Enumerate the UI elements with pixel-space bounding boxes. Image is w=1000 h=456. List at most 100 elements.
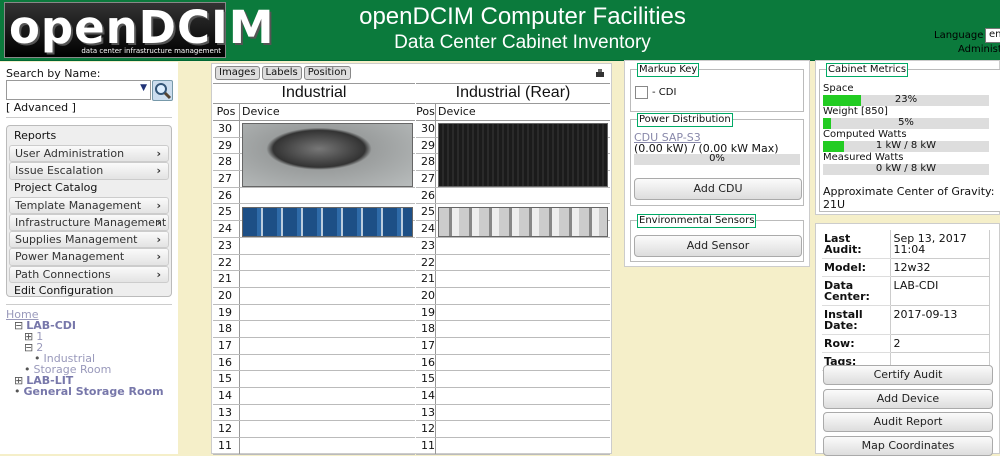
tree-link[interactable]: LAB-LIT bbox=[26, 374, 74, 387]
rack-row: 13 bbox=[213, 404, 415, 422]
rack-row: 14 bbox=[213, 388, 415, 405]
metrics-panel: Cabinet Metrics Space 23% Weight [850] 5% Co… bbox=[815, 60, 1000, 215]
divider bbox=[6, 304, 172, 305]
device-header: Device bbox=[242, 105, 280, 118]
audit-row: Install Date: 2017-09-13 bbox=[822, 305, 990, 335]
tree-icon: ⊟ bbox=[14, 319, 24, 332]
device-image[interactable] bbox=[438, 123, 608, 187]
rack-row: 12 bbox=[213, 421, 415, 439]
rack-row: 17 bbox=[416, 337, 610, 355]
tree-link[interactable]: Storage Room bbox=[33, 363, 112, 376]
center-of-gravity: Approximate Center of Gravity: 21U bbox=[823, 185, 995, 211]
cabinet-view: Industrial Pos Device 30 29 28 27 26 25 24 23 22 21 2… bbox=[213, 83, 415, 455]
tree-icon: ⊞ bbox=[24, 330, 34, 343]
rack-position: 30 bbox=[416, 121, 436, 137]
metric-bar: 23% bbox=[823, 94, 989, 106]
rack-row: 23 bbox=[416, 237, 610, 255]
tree-link[interactable]: LAB-CDI bbox=[26, 319, 76, 332]
rack-row: 14 bbox=[416, 388, 610, 405]
menu-item[interactable]: Supplies Management › bbox=[9, 231, 169, 249]
tree-row: • Industrial bbox=[6, 353, 164, 364]
device-image[interactable] bbox=[242, 206, 413, 237]
tree-link[interactable]: Industrial bbox=[43, 352, 96, 365]
checkbox[interactable] bbox=[635, 86, 648, 99]
audit-panel: Last Audit: Sep 13, 2017 11:04 Model: 12w32… bbox=[815, 223, 1000, 456]
info-column: Markup Key - CDI Power Distribution CDU … bbox=[624, 60, 810, 267]
menu-item[interactable]: Power Management › bbox=[9, 248, 169, 266]
search-label: Search by Name: bbox=[6, 67, 101, 80]
menu-item[interactable]: Issue Escalation › bbox=[9, 162, 169, 180]
rack-position: 11 bbox=[416, 438, 436, 454]
audit-button[interactable]: Certify Audit bbox=[823, 365, 993, 385]
rack-row: 26 bbox=[213, 187, 415, 205]
tree-link[interactable]: Home bbox=[6, 308, 39, 321]
rack-row: 27 bbox=[213, 171, 415, 188]
logo[interactable]: openDCIM data center infrastructure mana… bbox=[4, 1, 274, 58]
audit-value: 2017-09-13 bbox=[889, 305, 990, 335]
rack-position: 20 bbox=[416, 287, 436, 304]
rack-position: 29 bbox=[416, 137, 436, 154]
toolbar-button[interactable]: Labels bbox=[261, 66, 302, 80]
cdu-bar: 0% bbox=[634, 153, 800, 165]
menu-item[interactable]: Template Management › bbox=[9, 196, 169, 214]
rack-row: 26 bbox=[416, 187, 610, 205]
legend: Cabinet Metrics bbox=[826, 63, 909, 77]
toolbar-button[interactable]: Position bbox=[303, 66, 351, 80]
rack-position: 27 bbox=[416, 171, 436, 187]
audit-label: Model: bbox=[822, 258, 890, 277]
rack-position: 24 bbox=[416, 221, 436, 237]
print-icon[interactable] bbox=[595, 69, 605, 78]
metric-value: 23% bbox=[894, 94, 918, 105]
device-image[interactable] bbox=[438, 206, 608, 237]
rack-row: 17 bbox=[213, 337, 415, 355]
rack-position: 11 bbox=[213, 438, 240, 454]
rack-position: 23 bbox=[416, 237, 436, 254]
menu-item[interactable]: Edit Configuration bbox=[14, 283, 114, 297]
cabinet-view: Industrial (Rear) Pos Device 30 29 28 27 26 25 24… bbox=[416, 83, 610, 455]
language-select[interactable]: en bbox=[985, 28, 1000, 43]
markup-key: Markup Key - CDI bbox=[630, 63, 804, 112]
tree-link[interactable]: 2 bbox=[36, 341, 44, 354]
rack-row: 20 bbox=[213, 287, 415, 305]
toolbar-button[interactable]: Images bbox=[215, 66, 260, 80]
rack-position: 20 bbox=[213, 287, 240, 304]
advanced-link[interactable]: [ Advanced ] bbox=[6, 101, 76, 114]
environmental-sensors: Environmental Sensors Add Sensor bbox=[630, 214, 804, 262]
logo-text: openDCIM bbox=[9, 1, 275, 54]
markup-item: - CDI bbox=[652, 87, 677, 98]
metric-value: 5% bbox=[898, 117, 914, 128]
device-image[interactable] bbox=[242, 123, 413, 187]
header: openDCIM data center infrastructure mana… bbox=[0, 0, 1000, 61]
rack-row: 15 bbox=[213, 371, 415, 388]
cabinet-metrics: Cabinet Metrics Space 23% Weight [850] 5% Co… bbox=[819, 63, 1000, 212]
submenu-arrow: › bbox=[156, 164, 161, 178]
search-icon bbox=[155, 83, 172, 100]
rack-row: 13 bbox=[416, 404, 610, 422]
menu-item[interactable]: Path Connections › bbox=[9, 265, 169, 283]
cdu-link[interactable]: CDU SAP-S3 bbox=[634, 131, 701, 144]
rack-row: 18 bbox=[213, 321, 415, 338]
submenu-arrow: › bbox=[156, 198, 161, 212]
language-label: Language bbox=[934, 30, 984, 41]
menu-item[interactable]: Project Catalog bbox=[14, 180, 98, 194]
tree-link[interactable]: General Storage Room bbox=[23, 385, 164, 398]
audit-button[interactable]: Add Device bbox=[823, 388, 993, 409]
search-button[interactable] bbox=[152, 80, 173, 101]
cdu-percent: 0% bbox=[709, 153, 725, 164]
menu-item[interactable]: Reports bbox=[14, 129, 57, 142]
rack-position: 22 bbox=[213, 254, 240, 271]
power-distribution: Power Distribution CDU SAP-S3 (0.00 kW) … bbox=[630, 113, 804, 206]
rack-position: 15 bbox=[213, 371, 240, 387]
audit-button[interactable]: Audit Report bbox=[823, 412, 993, 432]
menu-item[interactable]: User Administration › bbox=[9, 145, 169, 163]
menu-item[interactable]: Infrastructure Management › bbox=[9, 213, 169, 232]
audit-button[interactable]: Map Coordinates bbox=[823, 435, 993, 456]
add-cdu-button[interactable]: Add CDU bbox=[634, 178, 802, 200]
rack-row: 22 bbox=[213, 254, 415, 272]
tree-row: Home bbox=[6, 309, 164, 320]
rack-position: 29 bbox=[213, 137, 240, 154]
tree-link[interactable]: 1 bbox=[36, 330, 44, 343]
add-sensor-button[interactable]: Add Sensor bbox=[634, 235, 802, 257]
legend: Power Distribution bbox=[637, 113, 733, 127]
search-input[interactable]: ▼ bbox=[6, 80, 151, 100]
